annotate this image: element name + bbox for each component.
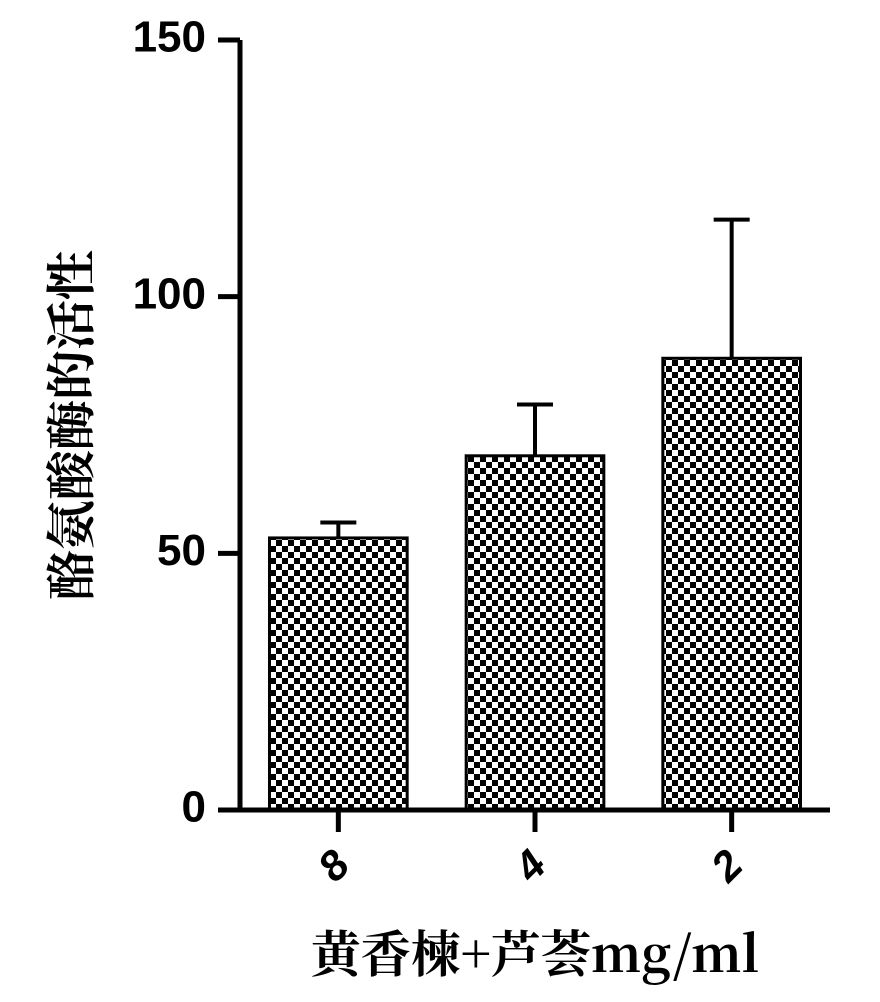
x-axis-title: 黄香楝+芦荟mg/ml [311, 915, 759, 987]
x-category-label: 8 [308, 840, 358, 890]
bar [466, 456, 604, 810]
bar [270, 538, 408, 810]
y-tick-label: 0 [182, 783, 206, 832]
x-category-label: 2 [701, 841, 751, 891]
y-tick-label: 150 [133, 13, 206, 62]
chart-container: 0 50 100 150 8 4 2 酪氨酸酶的活性黄香楝+芦荟mg/ml [0, 0, 880, 1002]
y-axis-title: 酪氨酸酶的活性 [32, 250, 104, 600]
bar-chart-svg: 0 50 100 150 8 4 2 酪氨酸酶的活性黄香楝+芦荟mg/ml [0, 0, 880, 1002]
bar [663, 358, 801, 810]
y-tick-label: 50 [157, 526, 206, 575]
x-category-label: 4 [504, 841, 554, 891]
y-tick-label: 100 [133, 269, 206, 318]
